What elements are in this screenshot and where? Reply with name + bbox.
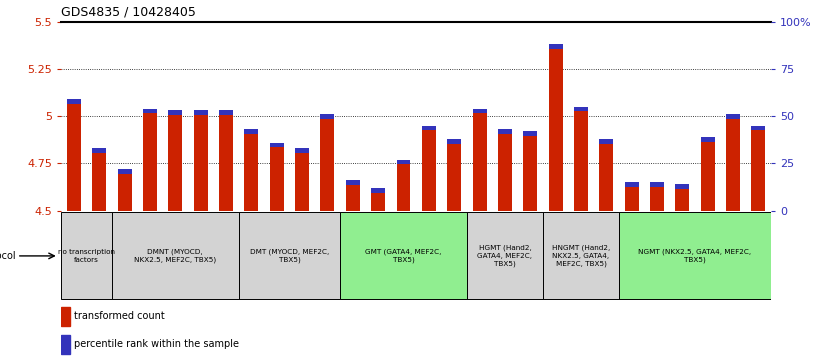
Bar [625,182,639,211]
Text: HGMT (Hand2,
GATA4, MEF2C,
TBX5): HGMT (Hand2, GATA4, MEF2C, TBX5) [477,245,532,267]
Bar [447,139,461,143]
Bar [574,107,588,111]
Bar [118,169,131,211]
Text: GMT (GATA4, MEF2C,
TBX5): GMT (GATA4, MEF2C, TBX5) [366,249,441,263]
Bar [472,109,486,211]
Text: HNGMT (Hand2,
NKX2.5, GATA4,
MEF2C, TBX5): HNGMT (Hand2, NKX2.5, GATA4, MEF2C, TBX5… [552,245,610,267]
Bar [270,143,284,211]
Text: GDS4835 / 10428405: GDS4835 / 10428405 [61,5,196,18]
FancyBboxPatch shape [61,212,112,299]
Text: DMNT (MYOCD,
NKX2.5, MEF2C, TBX5): DMNT (MYOCD, NKX2.5, MEF2C, TBX5) [134,249,216,263]
FancyBboxPatch shape [112,212,238,299]
Bar [371,188,385,211]
Bar [523,131,537,136]
FancyBboxPatch shape [619,212,771,299]
Text: NGMT (NKX2.5, GATA4, MEF2C,
TBX5): NGMT (NKX2.5, GATA4, MEF2C, TBX5) [638,249,752,263]
Text: DMT (MYOCD, MEF2C,
TBX5): DMT (MYOCD, MEF2C, TBX5) [250,249,329,263]
Bar [67,99,81,104]
FancyBboxPatch shape [543,212,619,299]
Bar [422,126,436,211]
Bar [397,160,410,211]
Bar [92,148,106,211]
Bar [270,143,284,147]
Bar [523,131,537,211]
Bar [118,169,131,174]
Text: transformed count: transformed count [74,311,165,321]
Text: no transcription
factors: no transcription factors [58,249,115,263]
Bar [346,180,360,211]
Text: protocol: protocol [0,251,16,261]
Bar [346,180,360,185]
Bar [397,160,410,164]
Text: percentile rank within the sample: percentile rank within the sample [74,339,239,349]
Bar [498,129,512,134]
FancyBboxPatch shape [238,212,340,299]
Bar [548,44,562,49]
Bar [599,139,614,143]
Bar [701,137,715,142]
Bar [193,110,207,115]
Bar [752,126,765,211]
Bar [676,184,690,189]
Bar [321,114,335,211]
Bar [321,114,335,119]
FancyBboxPatch shape [467,212,543,299]
FancyBboxPatch shape [340,212,467,299]
Bar [726,114,740,211]
Bar [61,335,70,354]
Bar [676,184,690,211]
Bar [726,114,740,119]
Bar [295,148,309,211]
Bar [574,107,588,211]
Bar [143,109,157,113]
Bar [422,126,436,130]
Bar [371,188,385,193]
Bar [650,182,664,211]
Bar [599,139,614,211]
Bar [168,110,182,115]
Bar [701,137,715,211]
Bar [295,148,309,153]
Bar [244,129,259,211]
Bar [472,109,486,113]
Bar [168,110,182,211]
Bar [219,110,233,211]
Bar [244,129,259,134]
Bar [61,307,70,326]
Bar [193,110,207,211]
Bar [498,129,512,211]
Bar [548,44,562,211]
Bar [650,182,664,187]
Bar [92,148,106,153]
Bar [447,139,461,211]
Bar [219,110,233,115]
Bar [67,99,81,211]
Bar [625,182,639,187]
Bar [143,109,157,211]
Bar [752,126,765,130]
